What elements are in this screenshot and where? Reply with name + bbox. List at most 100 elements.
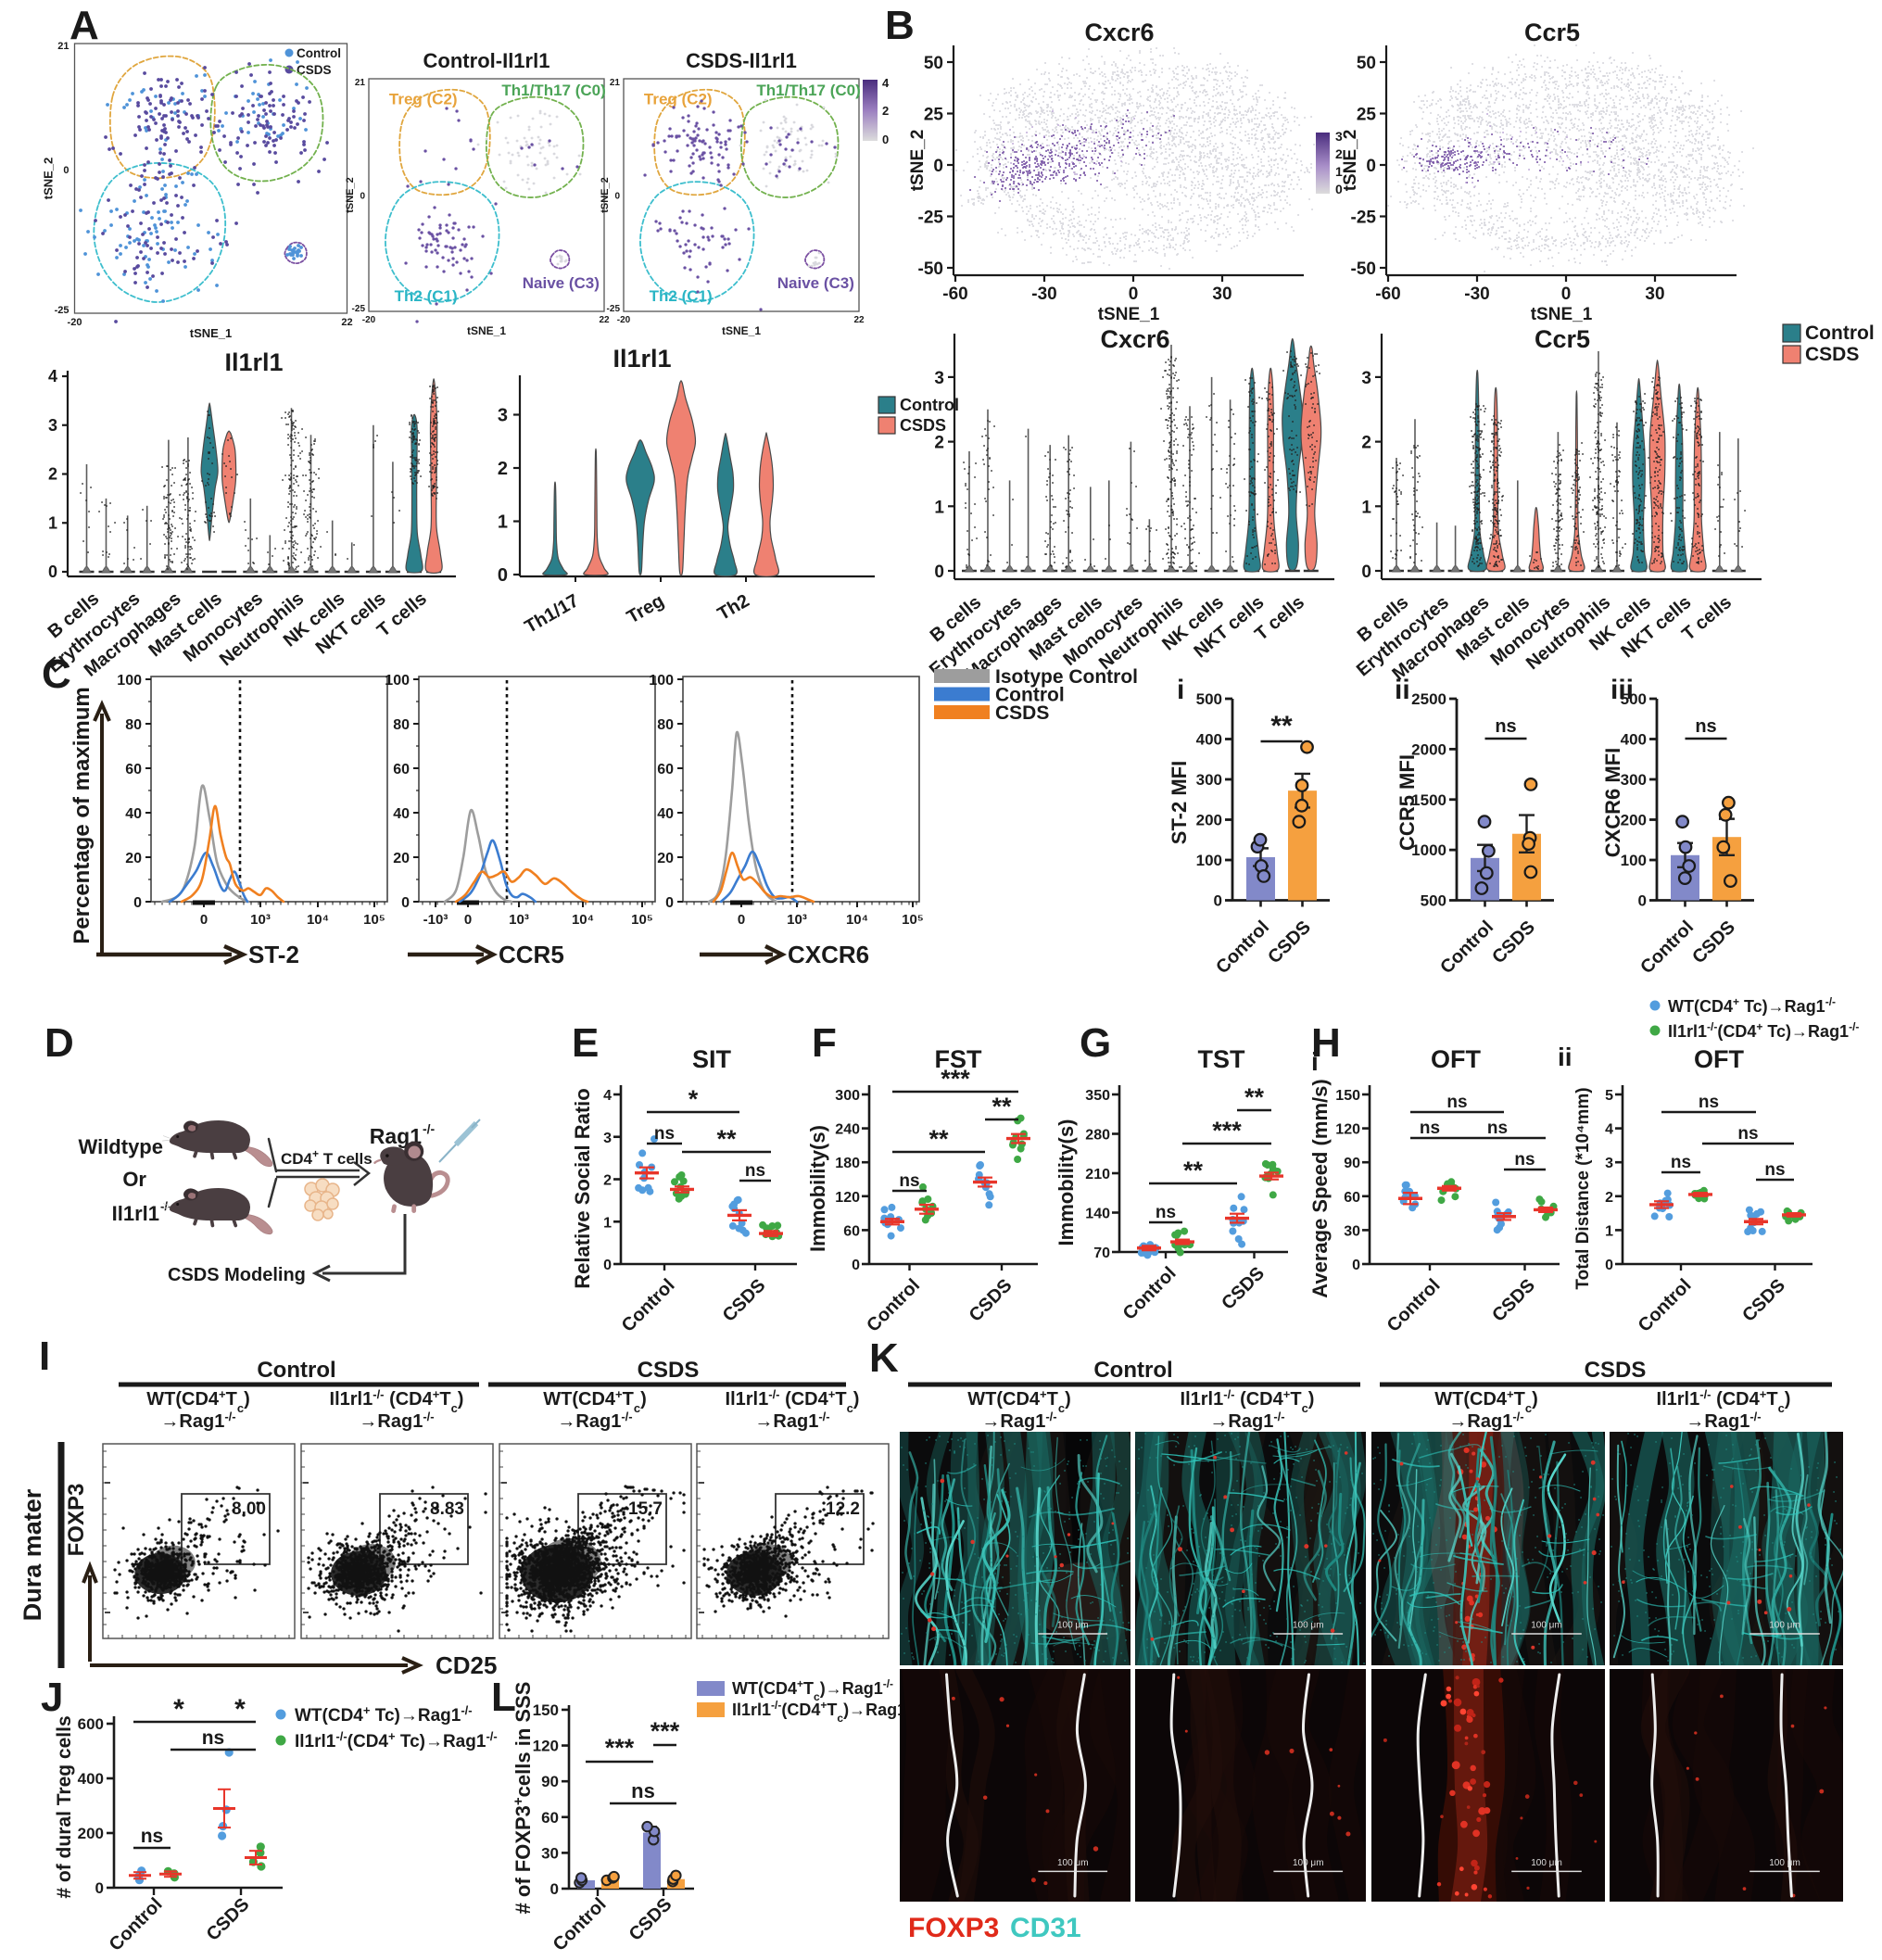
svg-text:E: E — [572, 1020, 599, 1066]
svg-text:0: 0 — [852, 1258, 860, 1273]
svg-text:0: 0 — [63, 165, 69, 176]
svg-text:20: 20 — [125, 851, 142, 866]
svg-text:60: 60 — [1344, 1190, 1360, 1206]
svg-text:0: 0 — [1366, 157, 1376, 176]
svg-text:ns: ns — [141, 1826, 164, 1847]
svg-text:100 μm: 100 μm — [1531, 1621, 1562, 1631]
svg-text:200: 200 — [1621, 812, 1647, 829]
svg-text:100 μm: 100 μm — [1293, 1858, 1324, 1868]
svg-text:500: 500 — [1621, 690, 1647, 708]
svg-text:Control: Control — [1383, 1275, 1445, 1336]
svg-text:tSNE_1: tSNE_1 — [1531, 305, 1593, 324]
svg-text:120: 120 — [1335, 1122, 1360, 1138]
svg-text:0: 0 — [1352, 1258, 1360, 1273]
svg-text:CSDS: CSDS — [1264, 917, 1315, 967]
svg-text:CSDS: CSDS — [1488, 917, 1539, 967]
svg-text:Control: Control — [900, 396, 959, 414]
svg-text:1500: 1500 — [1411, 791, 1446, 809]
svg-text:*: * — [234, 1694, 246, 1725]
svg-text:Control: Control — [1436, 917, 1497, 978]
svg-text:-30: -30 — [1031, 285, 1056, 304]
svg-text:0: 0 — [95, 1879, 104, 1897]
svg-text:ns: ns — [1514, 1150, 1535, 1170]
svg-text:ns: ns — [745, 1161, 765, 1181]
svg-text:Control: Control — [1119, 1263, 1181, 1324]
svg-text:J: J — [41, 1675, 63, 1720]
svg-text:400: 400 — [78, 1770, 104, 1788]
svg-text:600: 600 — [78, 1715, 104, 1733]
svg-text:1: 1 — [498, 512, 508, 533]
svg-text:Il1rl1-/-(CD4+Tc)→Rag1-/-: Il1rl1-/-(CD4+Tc)→Rag1-/- — [732, 1699, 916, 1725]
svg-text:ns: ns — [899, 1171, 919, 1191]
svg-text:0: 0 — [401, 895, 410, 911]
svg-text:50: 50 — [924, 54, 943, 73]
svg-text:Control: Control — [1636, 917, 1698, 978]
svg-text:1: 1 — [603, 1215, 612, 1231]
svg-text:**: ** — [928, 1125, 949, 1153]
svg-text:30: 30 — [1212, 285, 1232, 304]
svg-text:200: 200 — [78, 1825, 104, 1842]
svg-text:ST-2 MFI: ST-2 MFI — [1168, 761, 1191, 844]
svg-text:100 μm: 100 μm — [1293, 1621, 1324, 1631]
svg-text:CSDS: CSDS — [900, 416, 946, 435]
svg-text:0: 0 — [498, 565, 508, 586]
svg-text:Control: Control — [549, 1894, 611, 1955]
svg-text:ns: ns — [1699, 1093, 1719, 1112]
svg-text:***: *** — [605, 1734, 635, 1762]
svg-text:100: 100 — [117, 673, 142, 689]
svg-text:WT(CD4+ Tc)→Rag1-/-: WT(CD4+ Tc)→Rag1-/- — [295, 1703, 473, 1726]
svg-text:90: 90 — [1344, 1156, 1360, 1171]
svg-text:0: 0 — [550, 1880, 559, 1898]
svg-text:4: 4 — [603, 1088, 612, 1104]
svg-text:→Rag1-/-: →Rag1-/- — [1209, 1410, 1284, 1433]
svg-text:ST-2: ST-2 — [248, 941, 299, 968]
svg-text:CCR5: CCR5 — [499, 941, 564, 968]
svg-text:CSDS: CSDS — [966, 1275, 1017, 1326]
svg-text:120: 120 — [533, 1738, 559, 1755]
svg-text:***: *** — [650, 1717, 680, 1745]
svg-text:***: *** — [941, 1065, 970, 1093]
svg-text:ns: ns — [1487, 1119, 1508, 1138]
svg-text:0: 0 — [614, 192, 620, 202]
svg-text:ns: ns — [1764, 1160, 1785, 1180]
svg-text:Ccr5: Ccr5 — [1524, 19, 1580, 46]
svg-text:Control: Control — [1635, 1275, 1696, 1336]
svg-text:Total Distance (*10⁴mm): Total Distance (*10⁴mm) — [1573, 1087, 1593, 1289]
svg-text:→Rag1-/-: →Rag1-/- — [557, 1410, 632, 1433]
svg-text:FST: FST — [935, 1045, 983, 1073]
svg-text:90: 90 — [541, 1773, 559, 1790]
svg-text:FOXP3: FOXP3 — [908, 1913, 999, 1943]
svg-text:5: 5 — [1605, 1088, 1613, 1104]
svg-text:Control: Control — [618, 1275, 679, 1336]
svg-text:80: 80 — [393, 717, 410, 733]
svg-text:CSDS: CSDS — [995, 702, 1049, 724]
svg-text:CSDS: CSDS — [297, 63, 332, 77]
svg-text:Il1rl1: Il1rl1 — [613, 345, 671, 373]
svg-text:CD31: CD31 — [1010, 1913, 1081, 1943]
svg-text:2: 2 — [1605, 1190, 1613, 1206]
svg-text:10⁵: 10⁵ — [631, 912, 653, 928]
svg-text:2: 2 — [934, 434, 944, 453]
svg-text:180: 180 — [835, 1156, 860, 1171]
svg-text:21: 21 — [610, 78, 621, 88]
svg-text:100 μm: 100 μm — [1769, 1858, 1800, 1868]
svg-text:60: 60 — [843, 1223, 860, 1239]
svg-text:3: 3 — [1605, 1156, 1613, 1171]
svg-text:280: 280 — [1085, 1128, 1110, 1144]
svg-text:tSNE_1: tSNE_1 — [722, 324, 761, 337]
svg-text:350: 350 — [1085, 1088, 1110, 1104]
svg-text:→Rag1-/-: →Rag1-/- — [754, 1410, 829, 1433]
svg-text:2500: 2500 — [1411, 690, 1446, 708]
svg-text:22: 22 — [599, 315, 610, 325]
svg-text:50: 50 — [1357, 54, 1376, 73]
svg-text:8.00: 8.00 — [232, 1499, 266, 1519]
svg-text:-50: -50 — [918, 259, 943, 279]
svg-text:CD25: CD25 — [436, 1651, 497, 1679]
svg-text:0: 0 — [1638, 892, 1647, 910]
svg-text:100 μm: 100 μm — [1531, 1858, 1562, 1868]
svg-text:→Rag1-/-: →Rag1-/- — [359, 1410, 434, 1433]
svg-text:tSNE_2: tSNE_2 — [42, 158, 56, 200]
svg-text:CSDS: CSDS — [1805, 344, 1859, 365]
svg-text:CSDS: CSDS — [1488, 1275, 1539, 1326]
svg-text:150: 150 — [1335, 1088, 1360, 1104]
